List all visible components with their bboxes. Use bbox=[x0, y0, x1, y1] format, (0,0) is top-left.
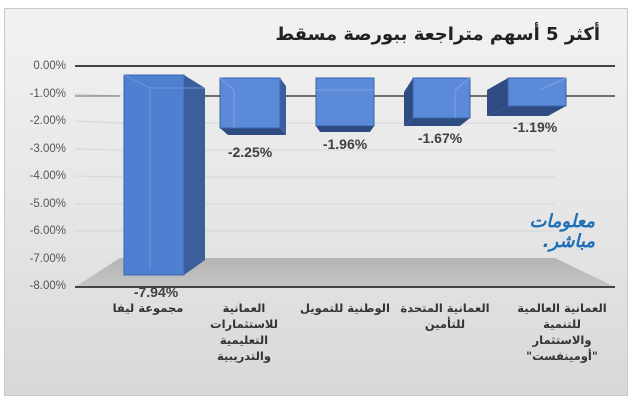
y-tick-6: -6.00% bbox=[29, 225, 66, 237]
category-label-4: العمانية المتحدة للتأمين bbox=[400, 301, 490, 331]
y-tick-0: 0.00% bbox=[33, 60, 66, 72]
category-label-5: العمانية العالمية للتنمية والاستثمار "أو… bbox=[517, 301, 607, 363]
bar-5 bbox=[487, 77, 567, 116]
bar-1 bbox=[123, 74, 205, 276]
mubasher-logo: معلومات مباشر. bbox=[529, 211, 595, 252]
bar-3 bbox=[315, 77, 375, 132]
value-label-2: -2.25% bbox=[227, 144, 273, 160]
y-tick-5: -5.00% bbox=[29, 198, 66, 210]
value-label-3: -1.96% bbox=[322, 136, 368, 152]
category-label-1: مجموعة ليفا bbox=[112, 301, 184, 315]
y-tick-3: -3.00% bbox=[29, 143, 66, 155]
category-label-3: الوطنية للتمويل bbox=[300, 301, 390, 315]
y-tick-2: -2.00% bbox=[29, 115, 66, 127]
y-tick-1: -1.00% bbox=[29, 88, 66, 100]
bar-4 bbox=[404, 77, 471, 126]
chart-frame bbox=[4, 8, 628, 396]
y-tick-4: -4.00% bbox=[29, 170, 66, 182]
value-label-5: -1.19% bbox=[512, 119, 558, 135]
chart-floor bbox=[75, 258, 615, 287]
bar-2 bbox=[219, 77, 286, 135]
y-tick-8: -8.00% bbox=[29, 280, 66, 292]
category-label-2: العمانية للاستثمارات التعليمية والتدريبي… bbox=[210, 301, 278, 363]
y-tick-7: -7.00% bbox=[29, 253, 66, 265]
chart-title: أكثر 5 أسهم متراجعة ببورصة مسقط bbox=[275, 24, 600, 45]
value-label-1: -7.94% bbox=[133, 284, 179, 300]
value-label-4: -1.67% bbox=[417, 130, 463, 146]
